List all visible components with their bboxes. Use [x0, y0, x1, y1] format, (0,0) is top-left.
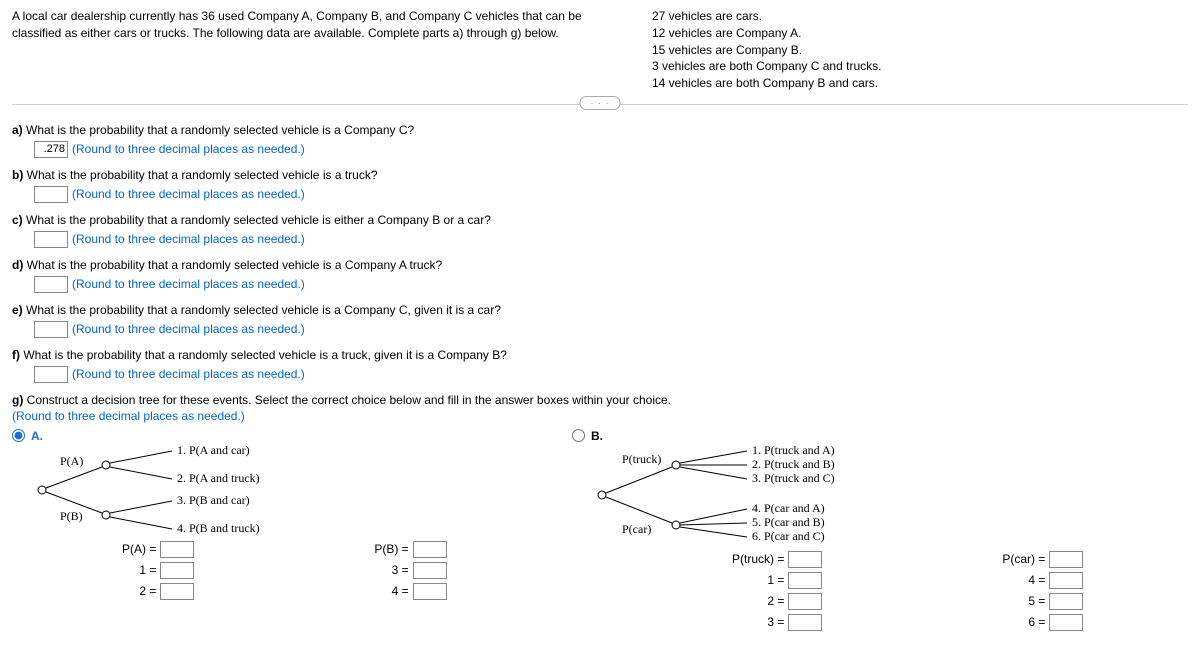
svg-text:6. P(car and C): 6. P(car and C)	[752, 529, 825, 543]
question-f: f) What is the probability that a random…	[12, 348, 1188, 362]
answer-c-input[interactable]	[34, 231, 68, 248]
fact-2: 12 vehicles are Company A.	[652, 25, 1072, 42]
radio-b[interactable]	[572, 429, 585, 442]
svg-text:2. P(A and truck): 2. P(A and truck)	[177, 471, 260, 485]
fact-3: 15 vehicles are Company B.	[652, 42, 1072, 59]
choice-a: A. P(A) P(B) 1. P(A and car) 2. P(A and …	[12, 429, 572, 600]
answer-e-input[interactable]	[34, 321, 68, 338]
svg-text:P(B): P(B)	[60, 509, 83, 523]
svg-text:4. P(B and truck): 4. P(B and truck)	[177, 521, 260, 535]
hint-e: (Round to three decimal places as needed…	[72, 322, 305, 336]
facts-list: 27 vehicles are cars. 12 vehicles are Co…	[652, 8, 1072, 92]
choice-a-col2: P(B) = 3 = 4 =	[374, 541, 446, 600]
radio-a[interactable]	[12, 429, 25, 442]
input-b5[interactable]	[1049, 593, 1083, 610]
header-row: A local car dealership currently has 36 …	[12, 8, 1188, 92]
svg-text:P(A): P(A)	[60, 454, 83, 468]
svg-text:2. P(truck and B): 2. P(truck and B)	[752, 457, 835, 471]
choice-a-col1: P(A) = 1 = 2 =	[122, 541, 194, 600]
radio-a-label: A.	[31, 429, 43, 443]
input-a4[interactable]	[413, 583, 447, 600]
question-g-sub: (Round to three decimal places as needed…	[12, 409, 1188, 423]
svg-text:3. P(B and car): 3. P(B and car)	[177, 493, 250, 507]
fact-5: 14 vehicles are both Company B and cars.	[652, 75, 1072, 92]
ellipsis-pill[interactable]: · · ·	[580, 96, 621, 110]
choice-b-col2: P(car) = 4 = 5 = 6 =	[1002, 551, 1083, 631]
input-pb[interactable]	[413, 541, 447, 558]
hint-a: (Round to three decimal places as needed…	[72, 142, 305, 156]
input-pa[interactable]	[160, 541, 194, 558]
input-pcar[interactable]	[1049, 551, 1083, 568]
input-b6[interactable]	[1049, 614, 1083, 631]
input-a2[interactable]	[160, 583, 194, 600]
question-b: b) What is the probability that a random…	[12, 168, 1188, 182]
answer-a-input[interactable]	[34, 141, 68, 158]
question-g: g) Construct a decision tree for these e…	[12, 393, 1188, 407]
choice-b-col1: P(truck) = 1 = 2 = 3 =	[732, 551, 822, 631]
divider: · · ·	[12, 104, 1188, 105]
question-d: d) What is the probability that a random…	[12, 258, 1188, 272]
question-c: c) What is the probability that a random…	[12, 213, 1188, 227]
question-e: e) What is the probability that a random…	[12, 303, 1188, 317]
svg-text:5. P(car and B): 5. P(car and B)	[752, 515, 825, 529]
hint-d: (Round to three decimal places as needed…	[72, 277, 305, 291]
answer-b-input[interactable]	[34, 186, 68, 203]
hint-f: (Round to three decimal places as needed…	[72, 367, 305, 381]
question-a: a) What is the probability that a random…	[12, 123, 1188, 137]
fact-1: 27 vehicles are cars.	[652, 8, 1072, 25]
choice-b: B. P(truck) P(car) 1. P(truck and A) 2. …	[572, 429, 1172, 631]
input-b4[interactable]	[1049, 572, 1083, 589]
tree-a-svg: P(A) P(B) 1. P(A and car) 2. P(A and tru…	[12, 445, 372, 535]
input-b3[interactable]	[788, 614, 822, 631]
input-b2[interactable]	[788, 593, 822, 610]
svg-text:1. P(truck and A): 1. P(truck and A)	[752, 445, 835, 457]
hint-c: (Round to three decimal places as needed…	[72, 232, 305, 246]
svg-text:P(car): P(car)	[622, 522, 651, 536]
input-a3[interactable]	[413, 562, 447, 579]
answer-d-input[interactable]	[34, 276, 68, 293]
svg-text:3. P(truck and C): 3. P(truck and C)	[752, 471, 835, 485]
intro-text: A local car dealership currently has 36 …	[12, 8, 592, 92]
tree-b-svg: P(truck) P(car) 1. P(truck and A) 2. P(t…	[572, 445, 952, 545]
answer-f-input[interactable]	[34, 366, 68, 383]
fact-4: 3 vehicles are both Company C and trucks…	[652, 58, 1072, 75]
input-ptruck[interactable]	[788, 551, 822, 568]
hint-b: (Round to three decimal places as needed…	[72, 187, 305, 201]
svg-text:1. P(A and car): 1. P(A and car)	[177, 445, 250, 457]
radio-b-label: B.	[591, 429, 603, 443]
svg-text:4. P(car and A): 4. P(car and A)	[752, 501, 825, 515]
input-b1[interactable]	[788, 572, 822, 589]
svg-text:P(truck): P(truck)	[622, 452, 661, 466]
input-a1[interactable]	[160, 562, 194, 579]
